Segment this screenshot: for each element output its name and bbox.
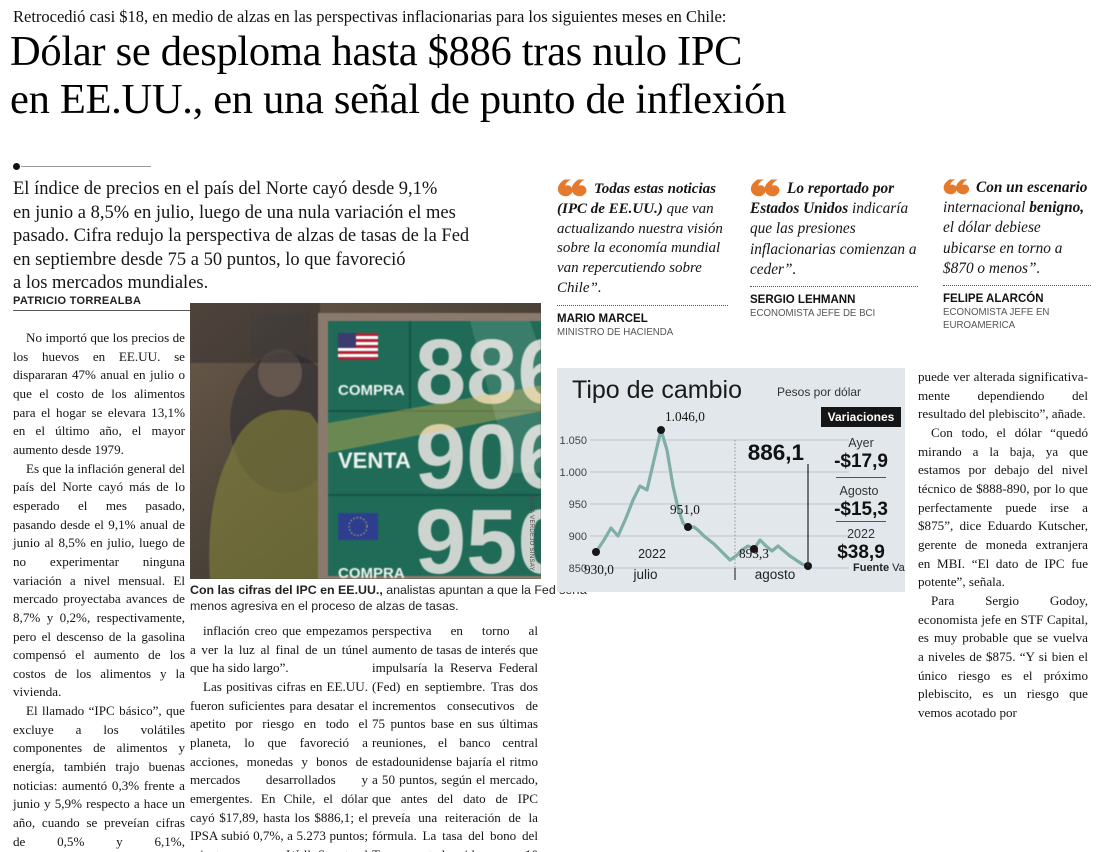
svg-text:893,3: 893,3 (739, 546, 769, 561)
svg-text:COMPRA: COMPRA (338, 565, 405, 579)
svg-text:950: 950 (415, 491, 541, 579)
svg-text:950: 950 (569, 499, 587, 511)
svg-text:1.046,0: 1.046,0 (665, 409, 705, 424)
svg-text:951,0: 951,0 (670, 502, 700, 517)
svg-text:VENTA: VENTA (338, 448, 411, 473)
svg-text:1.050: 1.050 (559, 435, 587, 447)
svg-text:COMPRA: COMPRA (338, 382, 405, 399)
svg-text:900: 900 (569, 531, 587, 543)
svg-text:2022: 2022 (638, 547, 666, 561)
svg-text:886,1: 886,1 (748, 440, 804, 465)
svg-text:1.000: 1.000 (559, 467, 587, 479)
